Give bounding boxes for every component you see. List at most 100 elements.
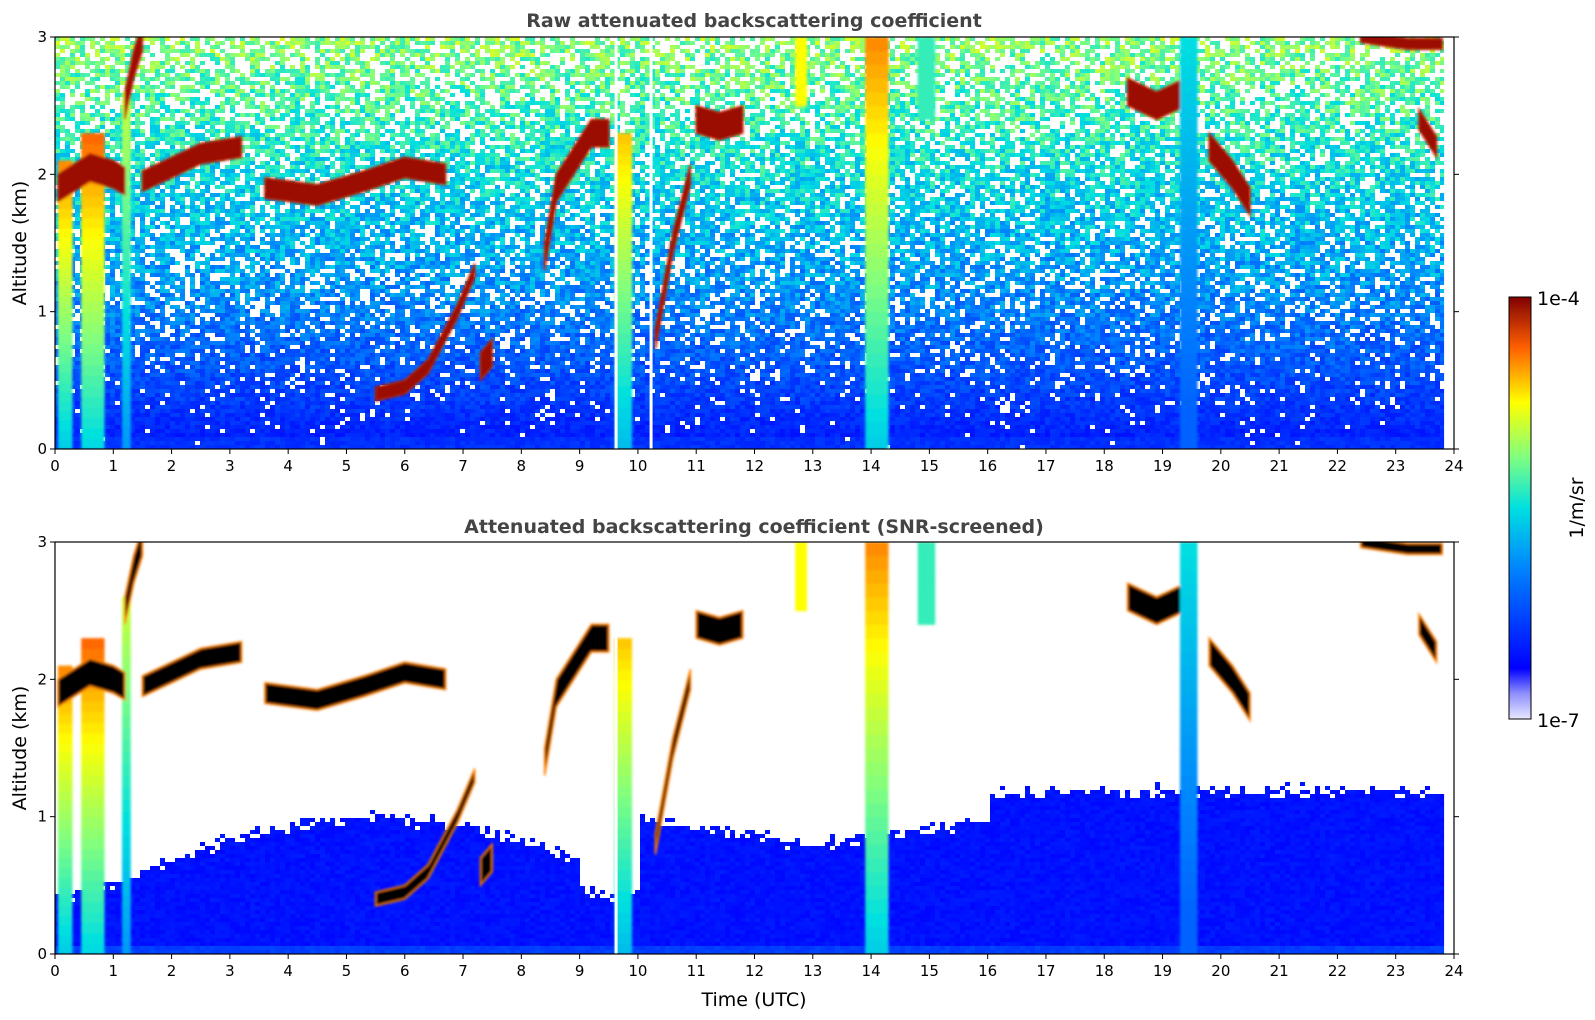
aerosol-plume: [865, 556, 888, 570]
aerosol-plume: [81, 144, 104, 155]
x-tick-label: 10: [628, 962, 647, 980]
x-tick-label: 10: [628, 457, 647, 475]
data-gap: [615, 542, 618, 954]
x-axis-label: Time (UTC): [700, 989, 806, 1011]
x-tick-label: 22: [1328, 962, 1347, 980]
x-tick-label: 12: [745, 457, 764, 475]
aerosol-plume: [122, 116, 131, 128]
aerosol-plume: [81, 259, 104, 270]
aerosol-plume: [865, 927, 888, 941]
x-tick-label: 3: [225, 962, 235, 980]
raw-panel: Raw attenuated backscattering coefficien…: [9, 10, 1464, 475]
y-tick-label: 1: [37, 808, 47, 826]
x-tick-label: 17: [1036, 962, 1055, 980]
x-tick-label: 15: [920, 962, 939, 980]
x-tick-label: 7: [458, 457, 468, 475]
colorbar-unit-label: 1/m/sr: [1566, 477, 1588, 538]
aerosol-plume: [1180, 408, 1197, 422]
aerosol-plume: [122, 942, 131, 954]
aerosol-plume: [1180, 830, 1197, 844]
cloud-layer: [125, 528, 142, 624]
aerosol-plume: [865, 899, 888, 913]
aerosol-plume: [81, 291, 104, 302]
aerosol-plume: [1180, 422, 1197, 436]
x-tick-label: 0: [50, 962, 60, 980]
aerosol-plume: [58, 391, 73, 401]
x-tick-label: 22: [1328, 457, 1347, 475]
aerosol-plume: [865, 638, 888, 652]
aerosol-plume: [865, 817, 888, 831]
aerosol-plume: [1180, 789, 1197, 803]
aerosol-plume: [81, 344, 104, 355]
aerosol-plume: [122, 799, 131, 811]
aerosol-plume: [122, 318, 131, 330]
aerosol-plume: [865, 940, 888, 954]
aerosol-plume: [865, 721, 888, 735]
aerosol-plume: [1180, 927, 1197, 941]
x-tick-label: 3: [225, 457, 235, 475]
data-end-blank: [1444, 37, 1454, 449]
aerosol-plume: [122, 247, 131, 259]
x-tick-label: 19: [1153, 457, 1172, 475]
y-tick-label: 3: [37, 28, 47, 46]
aerosol-plume: [81, 638, 104, 649]
colorbar-max-label: 1e-4: [1537, 288, 1580, 310]
x-tick-label: 2: [167, 962, 177, 980]
aerosol-plume: [58, 887, 73, 897]
aerosol-plume: [122, 894, 131, 906]
aerosol-plume: [58, 286, 73, 296]
aerosol-plume: [122, 645, 131, 657]
aerosol-plume: [58, 800, 73, 810]
aerosol-plume: [865, 597, 888, 611]
screened-y-axis-label: Altitude (km): [9, 686, 31, 811]
aerosol-plume: [865, 830, 888, 844]
aerosol-plume: [81, 312, 104, 323]
aerosol-plume: [122, 366, 131, 378]
aerosol-plume: [58, 372, 73, 382]
aerosol-plume: [1180, 679, 1197, 693]
aerosol-plume: [81, 228, 104, 239]
raw-plot-area: [55, 23, 1454, 449]
aerosol-plume: [1180, 940, 1197, 954]
x-tick-label: 23: [1386, 457, 1405, 475]
aerosol-plume: [865, 353, 888, 367]
aerosol-plume: [1180, 775, 1197, 789]
aerosol-plume: [1180, 202, 1197, 216]
aerosol-plume: [1180, 611, 1197, 625]
aerosol-plume: [58, 276, 73, 286]
aerosol-plume: [865, 367, 888, 381]
x-tick-label: 21: [1270, 962, 1289, 980]
aerosol-plume: [865, 270, 888, 284]
aerosol-plume: [81, 828, 104, 839]
x-tick-label: 20: [1211, 457, 1230, 475]
aerosol-plume: [81, 438, 104, 449]
aerosol-plume: [81, 743, 104, 754]
aerosol-plume: [865, 652, 888, 666]
aerosol-plume: [865, 803, 888, 817]
aerosol-plume: [122, 633, 131, 645]
aerosol-plume: [81, 649, 104, 660]
raw-panel-title: Raw attenuated backscattering coefficien…: [526, 10, 982, 32]
aerosol-plume: [865, 913, 888, 927]
aerosol-plume: [81, 281, 104, 292]
aerosol-plume: [1180, 583, 1197, 597]
aerosol-plume: [1180, 257, 1197, 271]
aerosol-plume: [81, 417, 104, 428]
aerosol-plume: [1180, 899, 1197, 913]
aerosol-plume: [865, 408, 888, 422]
x-tick-label: 5: [342, 962, 352, 980]
x-tick-label: 8: [517, 457, 527, 475]
aerosol-plume: [81, 386, 104, 397]
aerosol-plume: [865, 147, 888, 161]
x-tick-label: 21: [1270, 457, 1289, 475]
x-tick-label: 18: [1095, 457, 1114, 475]
aerosol-plume: [1180, 216, 1197, 230]
aerosol-plume: [865, 844, 888, 858]
aerosol-plume: [58, 247, 73, 257]
aerosol-plume: [122, 704, 131, 716]
aerosol-plume: [58, 382, 73, 392]
x-tick-label: 14: [862, 962, 881, 980]
aerosol-plume: [1180, 270, 1197, 284]
aerosol-plume: [58, 867, 73, 877]
x-tick-label: 2: [167, 457, 177, 475]
